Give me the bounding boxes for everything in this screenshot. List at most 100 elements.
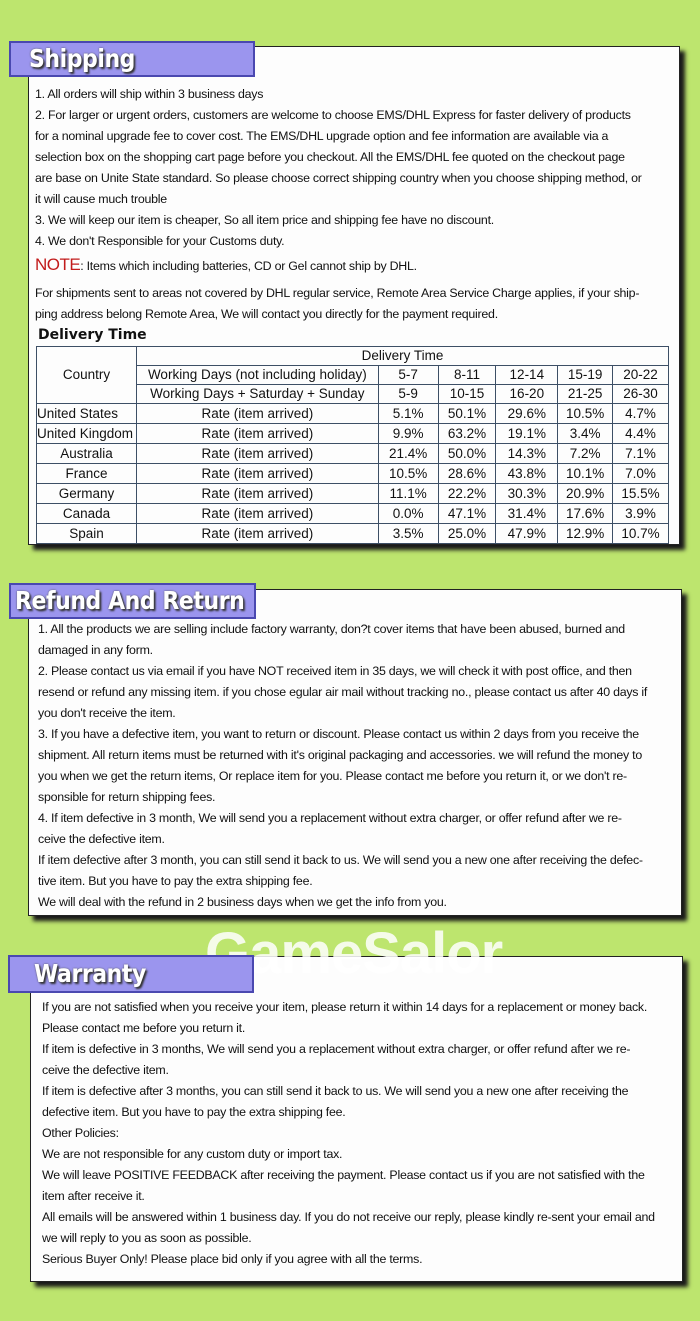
rate-cell: 31.4% [495, 503, 559, 524]
warranty-text: If you are not satisfied when you receiv… [42, 997, 655, 1270]
table-row: Spain Rate (item arrived) 3.5% 25.0% 47.9% 12… [36, 523, 669, 544]
rate-cell: 14.3% [495, 443, 559, 464]
warranty-title: Warranty [34, 959, 146, 988]
country-cell: Germany [36, 483, 137, 504]
shipping-text: 1. All orders will ship within 3 busines… [35, 84, 642, 252]
rate-cell: 50.0% [437, 443, 497, 464]
text-line: 3. If you have a defective item, you wan… [38, 727, 639, 741]
rate-cell: 4.4% [612, 423, 669, 444]
text-line: tive item. But you have to pay the extra… [38, 874, 313, 888]
watermark: GameSalor [205, 921, 503, 986]
rate-label-cell: Rate (item arrived) [135, 423, 379, 444]
delivery-table: Country Delivery Time Working Days (not … [36, 346, 670, 544]
rate-cell: 12.9% [557, 523, 614, 544]
table-row: United Kingdom Rate (item arrived) 9.9% 63.… [36, 423, 669, 444]
table-row: United States Rate (item arrived) 5.1% 50.1… [36, 403, 669, 424]
text-line: If item is defective after 3 months, you… [42, 1084, 629, 1098]
rate-cell: 5.1% [377, 403, 439, 424]
table-row: Germany Rate (item arrived) 11.1% 22.2% 30.3… [36, 483, 669, 504]
shipping-note: NOTE: Items which including batteries, C… [35, 254, 417, 275]
rate-cell: 10.5% [557, 403, 614, 424]
rate-cell: 30.3% [495, 483, 559, 504]
days-range-cell: 21-25 [557, 384, 614, 404]
rate-cell: 7.2% [557, 443, 614, 464]
country-cell: United States [36, 403, 137, 424]
text-line: If you are not satisfied when you receiv… [42, 1000, 648, 1014]
text-line: 2. For larger or urgent orders, customer… [35, 108, 631, 122]
rate-cell: 15.5% [612, 483, 669, 504]
text-line: for a nominal upgrade fee to cover cost.… [35, 129, 609, 143]
text-line: item after receive it. [42, 1189, 145, 1203]
text-line: you when we get the return items, Or rep… [38, 769, 627, 783]
text-line: selection box on the shopping cart page … [35, 150, 625, 164]
text-line: defective item. But you have to pay the … [42, 1105, 346, 1119]
rate-cell: 3.4% [557, 423, 614, 444]
text-line: 2. Please contact us via email if you ha… [38, 664, 632, 678]
table-row: Australia Rate (item arrived) 21.4% 50.0% 14… [36, 443, 669, 464]
days-range-cell: 5-7 [377, 365, 439, 385]
rate-cell: 47.9% [495, 523, 559, 544]
warranty-header: Warranty [8, 955, 254, 993]
row-label: Working Days + Saturday + Sunday [135, 384, 379, 404]
text-line: ceive the defective item. [42, 1063, 169, 1077]
text-line: ceive the defective item. [38, 832, 165, 846]
rate-cell: 29.6% [495, 403, 559, 424]
days-range-cell: 10-15 [437, 384, 497, 404]
rate-cell: 9.9% [377, 423, 439, 444]
text-line: it will cause much trouble [35, 192, 167, 206]
text-line: 3. We will keep our item is cheaper, So … [35, 213, 494, 227]
rate-cell: 63.2% [437, 423, 497, 444]
table-row: France Rate (item arrived) 10.5% 28.6% 43.8%… [36, 463, 669, 484]
text-line: All emails will be answered within 1 bus… [42, 1210, 655, 1224]
refund-panel [28, 589, 682, 916]
rate-cell: 7.0% [612, 463, 669, 484]
delivery-heading: Delivery Time [38, 327, 147, 343]
days-range-cell: 26-30 [612, 384, 669, 404]
rate-cell: 0.0% [377, 503, 439, 524]
rate-cell: 4.7% [612, 403, 669, 424]
warranty-panel [30, 956, 683, 1282]
days-range-cell: 8-11 [437, 365, 497, 385]
text-line: ping address belong Remote Area, We will… [35, 307, 498, 321]
rate-label-cell: Rate (item arrived) [135, 523, 379, 544]
rate-cell: 10.1% [557, 463, 614, 484]
text-line: If item is defective in 3 months, We wil… [42, 1042, 631, 1056]
rate-cell: 47.1% [437, 503, 497, 524]
days-range-cell: 20-22 [612, 365, 669, 385]
rate-cell: 43.8% [495, 463, 559, 484]
rate-cell: 11.1% [377, 483, 439, 504]
text-line: shipment. All return items must be retur… [38, 748, 642, 762]
days-range-cell: 12-14 [495, 365, 559, 385]
country-cell: United Kingdom [36, 423, 137, 444]
note-label: NOTE [35, 255, 81, 274]
text-line: We will leave POSITIVE FEEDBACK after re… [42, 1168, 645, 1182]
rate-label-cell: Rate (item arrived) [135, 503, 379, 524]
text-line: damaged in any form. [38, 643, 153, 657]
refund-text: 1. All the products we are selling inclu… [38, 619, 647, 913]
refund-title: Refund And Return [15, 586, 245, 615]
text-line: resend or refund any missing item. if yo… [38, 685, 648, 699]
delivery-time-header: Delivery Time [135, 346, 670, 366]
text-line: We are not responsible for any custom du… [42, 1147, 343, 1161]
table-header-row: Country Delivery Time [36, 346, 670, 404]
rate-cell: 19.1% [495, 423, 559, 444]
rate-cell: 28.6% [437, 463, 497, 484]
text-line: Please contact me before you return it. [42, 1021, 246, 1035]
days-range-cell: 16-20 [495, 384, 559, 404]
rate-cell: 10.7% [612, 523, 669, 544]
days-range-cell: 15-19 [557, 365, 614, 385]
note-text: : Items which including batteries, CD or… [80, 259, 417, 273]
rate-label-cell: Rate (item arrived) [135, 403, 379, 424]
country-cell: Spain [36, 523, 137, 544]
days-range-cell: 5-9 [377, 384, 439, 404]
text-line: you don't receive the item. [38, 706, 176, 720]
text-line: Serious Buyer Only! Please place bid onl… [42, 1252, 423, 1266]
shipping-title: Shipping [29, 44, 135, 73]
rate-cell: 7.1% [612, 443, 669, 464]
shipping-header: Shipping [9, 41, 255, 77]
rate-cell: 17.6% [557, 503, 614, 524]
text-line: we will reply to you as soon as possible… [42, 1231, 252, 1245]
text-line: 4. We don't Responsible for your Customs… [35, 234, 285, 248]
remote-area-text: For shipments sent to areas not covered … [35, 283, 639, 325]
rate-label-cell: Rate (item arrived) [135, 483, 379, 504]
